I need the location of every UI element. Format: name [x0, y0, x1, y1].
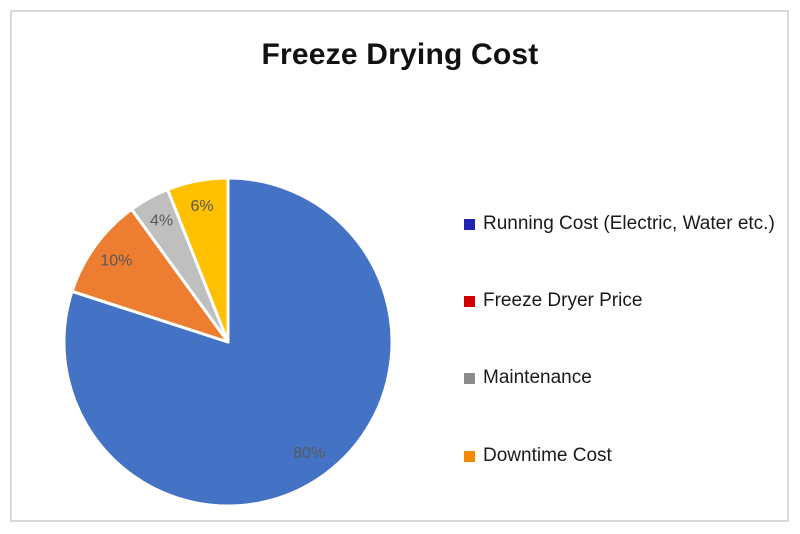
legend-label: Downtime Cost	[483, 445, 612, 466]
pie-slice-downtime-cost	[166, 176, 230, 344]
chart-title: Freeze Drying Cost	[261, 38, 539, 71]
pie-data-label: 10%	[100, 252, 132, 269]
legend-marker-square	[464, 372, 475, 384]
pie-data-label: 4%	[150, 213, 173, 230]
legend-label: Running Cost (Electric, Water etc.)	[483, 213, 775, 234]
legend-item-maintenance: Maintenance	[464, 366, 592, 390]
pie-slice-running-cost-electric-water-etc	[62, 176, 394, 508]
pie-data-label: 80%	[293, 445, 325, 462]
legend-item-freeze-dryer-price: Freeze Dryer Price	[464, 289, 642, 313]
pie-data-label: 6%	[191, 198, 214, 215]
legend-label: Freeze Dryer Price	[483, 290, 643, 311]
legend-item-running-cost: Running Cost (Electric, Water etc.)	[464, 212, 775, 236]
legend-item-downtime-cost: Downtime Cost	[464, 444, 612, 468]
legend-marker-square	[464, 218, 475, 230]
legend-marker-square	[464, 295, 475, 307]
legend-label: Maintenance	[483, 367, 592, 388]
legend-marker-square	[464, 450, 475, 462]
pie-slice-freeze-dryer-price	[70, 207, 230, 344]
